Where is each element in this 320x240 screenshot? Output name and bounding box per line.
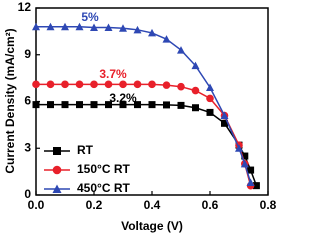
marker [163, 101, 170, 109]
marker [47, 101, 54, 109]
marker [90, 80, 98, 89]
marker [246, 178, 255, 187]
marker [46, 22, 55, 31]
annotation: 3.2% [109, 91, 137, 105]
annotation: 5% [81, 10, 99, 24]
marker [241, 152, 249, 160]
marker [76, 101, 83, 109]
marker [75, 80, 84, 89]
marker [148, 28, 156, 37]
marker [90, 23, 98, 31]
legend-label: 450°C RT [77, 181, 130, 195]
y-axis-label: Current Density (mA/cm²) [3, 28, 17, 173]
marker [252, 182, 260, 190]
marker [46, 80, 55, 89]
marker [119, 101, 127, 109]
marker [61, 101, 69, 109]
marker [206, 108, 214, 116]
marker [105, 101, 112, 109]
x-tick-label: 0.2 [86, 198, 103, 212]
marker [220, 111, 229, 120]
marker [52, 184, 62, 193]
marker [32, 101, 40, 109]
marker [162, 35, 171, 43]
marker [221, 119, 228, 127]
marker [148, 101, 156, 109]
marker [104, 80, 113, 89]
marker [162, 81, 171, 89]
marker [119, 80, 127, 89]
x-axis-label: Voltage (V) [121, 219, 183, 233]
x-tick-label: 0.0 [28, 198, 45, 212]
marker [235, 144, 243, 152]
marker [53, 147, 61, 155]
y-tick-label: 3 [24, 140, 31, 154]
y-tick-label: 6 [24, 94, 31, 108]
y-tick-label: 9 [24, 47, 31, 61]
marker [52, 165, 62, 175]
marker [191, 86, 200, 95]
marker [104, 23, 113, 31]
marker [32, 22, 40, 31]
x-tick-label: 0.4 [144, 198, 161, 212]
marker [75, 22, 84, 31]
annotation: 3.7% [99, 67, 127, 81]
marker [90, 101, 98, 109]
marker [177, 46, 185, 54]
marker [61, 80, 69, 89]
marker [133, 25, 142, 34]
marker [32, 80, 40, 89]
chart: Voltage (V) Current Density (mA/cm²) 0.0… [3, 0, 277, 233]
marker [119, 24, 127, 32]
marker [61, 22, 69, 31]
marker [206, 83, 214, 91]
marker [206, 94, 214, 103]
marker [240, 159, 249, 168]
marker [247, 166, 255, 174]
marker [192, 104, 199, 112]
marker [177, 82, 185, 91]
y-tick-label: 12 [18, 0, 32, 14]
x-tick-label: 0.6 [202, 198, 219, 212]
marker [177, 101, 185, 109]
legend-label: 150°C RT [77, 162, 130, 176]
x-tick-label: 0.8 [260, 198, 277, 212]
marker [191, 61, 200, 70]
marker [148, 80, 156, 89]
y-tick-label: 0 [24, 187, 31, 201]
legend-label: RT [77, 143, 94, 157]
marker [133, 80, 142, 89]
marker [134, 101, 141, 109]
